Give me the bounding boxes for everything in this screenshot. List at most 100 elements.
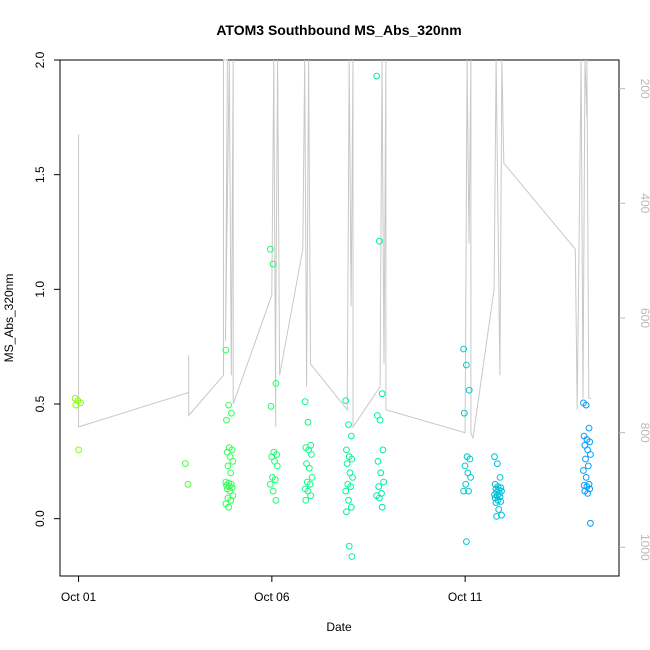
data-point: [305, 464, 313, 472]
data-point: [222, 346, 230, 354]
data-point: [224, 462, 232, 470]
data-point: [376, 237, 383, 245]
data-point: [496, 490, 503, 497]
y-tick-label: 2.0: [33, 51, 47, 68]
data-point: [343, 446, 350, 454]
plot-frame: [59, 59, 620, 577]
x-tick-label: Oct 01: [61, 590, 97, 604]
data-point: [302, 496, 310, 504]
data-point: [376, 416, 384, 424]
data-point: [377, 469, 385, 477]
data-point: [460, 409, 468, 417]
data-point: [308, 451, 315, 458]
data-point: [345, 421, 352, 429]
chart-title: ATOM3 Southbound MS_Abs_320nm: [216, 22, 461, 38]
data-point: [269, 487, 277, 495]
data-point: [462, 480, 470, 488]
data-point: [379, 446, 387, 454]
data-point: [496, 493, 504, 501]
data-point: [223, 416, 230, 424]
data-point: [306, 480, 314, 488]
data-point: [307, 492, 315, 500]
data-point: [463, 538, 470, 545]
data-point: [225, 503, 233, 511]
data-point: [376, 494, 383, 502]
data-point: [493, 513, 501, 520]
data-point: [342, 397, 350, 405]
y-tick-label: 0.0: [33, 510, 47, 527]
data-point: [345, 496, 352, 504]
data-point: [460, 345, 468, 353]
data-point: [463, 361, 470, 369]
data-point: [378, 503, 386, 511]
data-point: [465, 487, 472, 495]
y-tick-label: 0.5: [33, 395, 47, 412]
data-point: [229, 457, 237, 465]
data-point: [343, 508, 350, 516]
data-point: [580, 467, 587, 474]
x-tick-label: Oct 11: [448, 590, 483, 604]
data-point: [348, 553, 356, 560]
data-point: [375, 483, 383, 491]
data-point: [271, 476, 279, 484]
pressure-line: [78, 59, 591, 439]
y-tick-label: 1.5: [33, 166, 47, 183]
y-axis-label: MS_Abs_320nm: [2, 274, 16, 363]
data-point: [378, 390, 386, 398]
data-point: [584, 462, 592, 470]
y-tick-label: 1.0: [33, 281, 47, 298]
y2-tick-label: 400: [638, 193, 650, 213]
data-point: [582, 474, 590, 481]
scatter-points-layer: [71, 72, 594, 560]
data-point: [491, 453, 498, 461]
data-point: [380, 478, 388, 486]
data-point: [493, 460, 501, 468]
data-point: [348, 455, 356, 463]
data-point: [228, 409, 235, 417]
data-point: [460, 487, 468, 495]
data-point: [272, 496, 280, 504]
x-tick-label: Oct 06: [254, 590, 290, 604]
data-point: [181, 460, 189, 468]
data-point: [347, 432, 355, 440]
data-point: [496, 474, 504, 481]
data-point: [374, 457, 382, 465]
data-point: [272, 380, 280, 387]
data-point: [587, 451, 594, 458]
data-point: [269, 260, 277, 268]
data-point: [492, 499, 500, 507]
data-point: [304, 418, 312, 426]
data-point: [75, 446, 82, 454]
data-point: [72, 401, 80, 409]
data-point: [373, 72, 381, 80]
data-point: [347, 503, 355, 511]
data-point: [461, 462, 469, 470]
x-axis-label: Date: [326, 620, 352, 634]
data-point: [345, 542, 353, 550]
data-point: [349, 474, 357, 481]
data-point: [184, 480, 192, 488]
data-point: [343, 460, 351, 468]
data-point: [585, 424, 593, 432]
y2-tick-label: 600: [638, 308, 650, 328]
y2-tick-label: 1000: [638, 534, 650, 561]
data-point: [587, 519, 594, 527]
data-point: [584, 490, 591, 497]
data-point: [467, 474, 475, 481]
data-point: [347, 483, 355, 491]
data-point: [495, 506, 503, 513]
data-point: [301, 398, 309, 406]
data-point: [465, 386, 473, 394]
data-point: [228, 480, 235, 488]
data-point: [342, 487, 350, 495]
data-point: [228, 484, 236, 492]
data-point: [308, 474, 316, 481]
y2-tick-label: 800: [638, 423, 650, 443]
data-point: [498, 511, 505, 519]
data-point: [227, 469, 235, 477]
y2-tick-label: 200: [638, 79, 650, 99]
data-point: [225, 401, 233, 409]
data-point: [227, 496, 235, 504]
data-point: [466, 455, 474, 463]
